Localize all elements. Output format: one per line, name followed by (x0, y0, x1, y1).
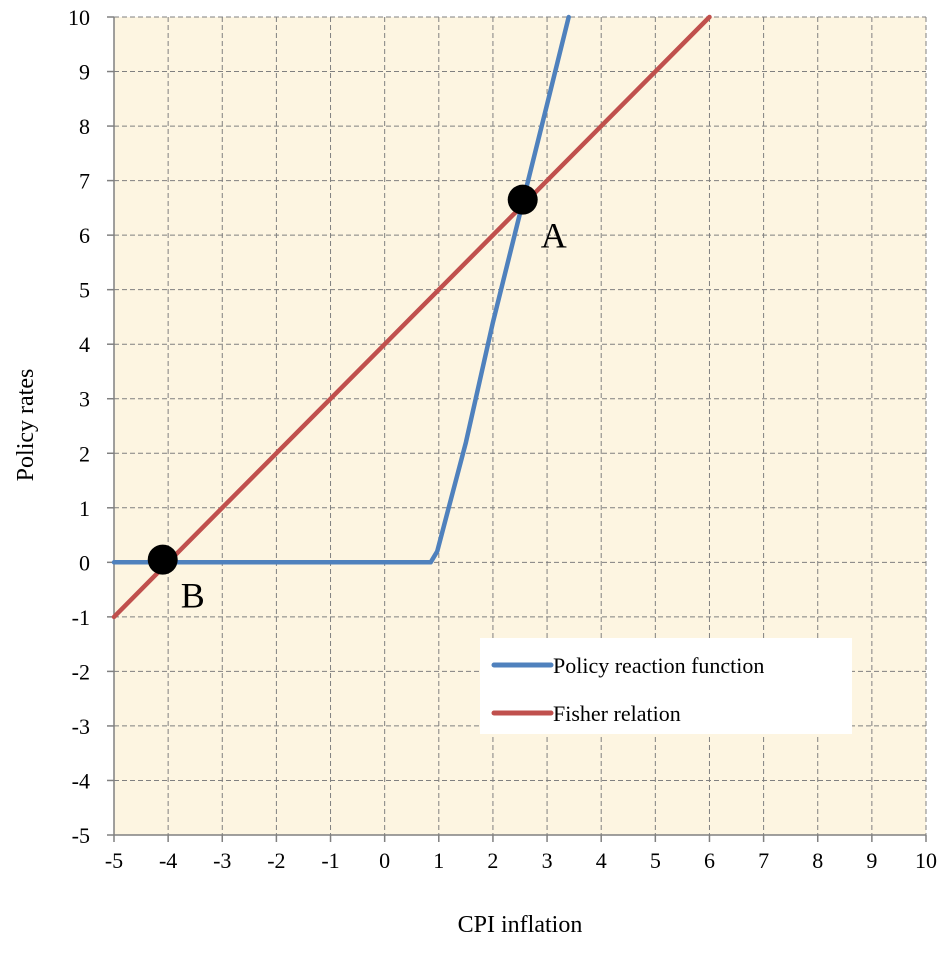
y-tick-label: 4 (79, 332, 90, 357)
y-tick-labels: -5 -4 -3 -2 -1 0 1 2 3 4 5 6 7 8 9 10 (68, 5, 90, 848)
x-tick-label: -1 (321, 848, 339, 873)
x-tick-label: 4 (596, 848, 607, 873)
legend: Policy reaction function Fisher relation (480, 638, 852, 734)
x-tick-label: -4 (159, 848, 177, 873)
y-tick-label: -5 (72, 823, 90, 848)
x-tick-labels: -5 -4 -3 -2 -1 0 1 2 3 4 5 6 7 8 9 10 (105, 848, 937, 873)
x-tick-label: 8 (812, 848, 823, 873)
legend-box (480, 638, 852, 734)
legend-label-policy-reaction: Policy reaction function (553, 653, 764, 678)
point-marker-b (147, 544, 178, 575)
y-tick-label: 9 (79, 60, 90, 85)
x-tick-label: -3 (213, 848, 231, 873)
y-tick-label: 8 (79, 114, 90, 139)
y-tick-label: 3 (79, 387, 90, 412)
point-marker-a (507, 184, 538, 215)
x-tick-label: 5 (650, 848, 661, 873)
x-tick-label: 7 (758, 848, 769, 873)
x-tick-label: 10 (915, 848, 937, 873)
x-tick-label: 9 (866, 848, 877, 873)
point-label-a: A (541, 216, 567, 256)
x-tick-label: 3 (542, 848, 553, 873)
y-axis-title: Policy rates (13, 369, 39, 482)
annotations: AB (147, 184, 567, 616)
x-tick-label: 1 (433, 848, 444, 873)
y-tick-label: -4 (72, 768, 90, 793)
x-tick-label: 2 (487, 848, 498, 873)
y-tick-label: 5 (79, 278, 90, 303)
x-tick-label: 0 (379, 848, 390, 873)
legend-label-fisher-relation: Fisher relation (553, 701, 681, 726)
y-tick-label: 6 (79, 223, 90, 248)
y-tick-label: -3 (72, 714, 90, 739)
x-axis-title: CPI inflation (458, 912, 583, 938)
y-tick-label: 10 (68, 5, 90, 30)
y-tick-label: 1 (79, 496, 90, 521)
x-tick-label: -5 (105, 848, 123, 873)
y-tick-label: 0 (79, 550, 90, 575)
axes (107, 16, 927, 842)
y-tick-label: -2 (72, 659, 90, 684)
point-label-b: B (181, 576, 205, 616)
y-tick-label: -1 (72, 605, 90, 630)
y-tick-label: 7 (79, 169, 90, 194)
y-tick-label: 2 (79, 441, 90, 466)
series-line-0 (111, 14, 571, 565)
x-tick-label: -2 (267, 848, 285, 873)
x-tick-label: 6 (704, 848, 715, 873)
